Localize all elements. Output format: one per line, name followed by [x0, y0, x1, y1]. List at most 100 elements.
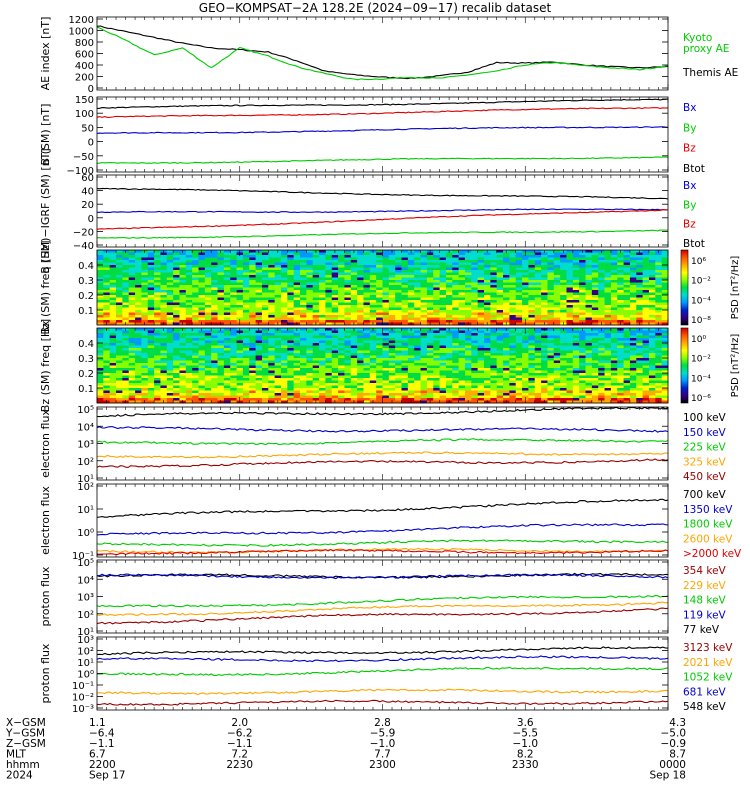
spectrogram-cell [237, 388, 244, 391]
spectrogram-cell [497, 298, 504, 301]
spectrogram-cell [649, 318, 656, 321]
spectrogram-cell [662, 265, 669, 268]
spectrogram-cell [414, 361, 421, 364]
spectrogram-cell [281, 361, 288, 364]
spectrogram-cell [179, 346, 186, 349]
spectrogram-cell [547, 310, 554, 313]
spectrogram-cell [408, 336, 415, 339]
spectrogram-cell [275, 361, 282, 364]
spectrogram-cell [528, 313, 535, 316]
y-tick-label: 0.4 [78, 261, 94, 272]
spectrogram-cell [351, 338, 358, 341]
spectrogram-cell [129, 331, 136, 334]
spectrogram-cell [370, 310, 377, 313]
spectrogram-cell [218, 396, 225, 399]
spectrogram-cell [211, 253, 218, 256]
spectrogram-cell [586, 260, 593, 263]
spectrogram-cell [325, 328, 332, 331]
spectrogram-cell [522, 285, 529, 288]
spectrogram-cell [141, 265, 148, 268]
spectrogram-cell [363, 280, 370, 283]
spectrogram-cell [363, 383, 370, 386]
spectrogram-cell [402, 290, 409, 293]
spectrogram-cell [294, 290, 301, 293]
spectrogram-cell [287, 293, 294, 296]
spectrogram-cell [167, 300, 174, 303]
spectrogram-cell [554, 295, 561, 298]
spectrogram-cell [167, 363, 174, 366]
spectrogram-cell [243, 270, 250, 273]
spectrogram-cell [497, 303, 504, 306]
spectrogram-cell [376, 328, 383, 331]
spectrogram-cell [389, 315, 396, 318]
spectrogram-cell [573, 283, 580, 286]
spectrogram-cell [351, 348, 358, 351]
spectrogram-cell [173, 343, 180, 346]
spectrogram-cell [135, 356, 142, 359]
spectrogram-cell [338, 275, 345, 278]
legend-item: Themis AE [682, 67, 738, 79]
spectrogram-cell [287, 318, 294, 321]
spectrogram-cell [484, 275, 491, 278]
spectrogram-cell [421, 310, 428, 313]
spectrogram-cell [173, 368, 180, 371]
spectrogram-cell [243, 315, 250, 318]
spectrogram-cell [376, 368, 383, 371]
spectrogram-cell [211, 318, 218, 321]
spectrogram-cell [611, 288, 618, 291]
spectrogram-cell [218, 356, 225, 359]
spectrogram-cell [129, 373, 136, 376]
spectrogram-cell [179, 310, 186, 313]
spectrogram-cell [452, 336, 459, 339]
spectrogram-cell [224, 295, 231, 298]
spectrogram-cell [655, 308, 662, 311]
spectrogram-cell [617, 288, 624, 291]
spectrogram-cell [313, 341, 320, 344]
spectrogram-cell [351, 318, 358, 321]
spectrogram-cell [319, 255, 326, 258]
spectrogram-cell [154, 305, 161, 308]
spectrogram-cell [541, 305, 548, 308]
spectrogram-cell [421, 275, 428, 278]
spectrogram-cell [294, 308, 301, 311]
spectrogram-cell [97, 378, 104, 381]
spectrogram-cell [440, 358, 447, 361]
spectrogram-cell [427, 258, 434, 261]
spectrogram-cell [338, 295, 345, 298]
spectrogram-cell [421, 388, 428, 391]
spectrogram-cell [643, 250, 650, 253]
spectrogram-cell [465, 283, 472, 286]
spectrogram-cell [421, 341, 428, 344]
spectrogram-cell [332, 278, 339, 281]
spectrogram-cell [141, 336, 148, 339]
spectrogram-cell [338, 398, 345, 401]
spectrogram-cell [509, 250, 516, 253]
spectrogram-cell [192, 388, 199, 391]
spectrogram-cell [655, 300, 662, 303]
spectrogram-cell [262, 333, 269, 336]
spectrogram-cell [363, 300, 370, 303]
spectrogram-cell [294, 278, 301, 281]
spectrogram-cell [547, 253, 554, 256]
spectrogram-cell [186, 258, 193, 261]
spectrogram-cell [541, 275, 548, 278]
spectrogram-cell [478, 285, 485, 288]
spectrogram-cell [579, 270, 586, 273]
spectrogram-cell [497, 310, 504, 313]
spectrogram-cell [573, 290, 580, 293]
spectrogram-cell [218, 338, 225, 341]
spectrogram-cell [344, 358, 351, 361]
spectrogram-cell [205, 388, 212, 391]
spectrogram-cell [344, 283, 351, 286]
spectrogram-cell [421, 318, 428, 321]
spectrogram-cell [636, 295, 643, 298]
spectrogram-cell [522, 293, 529, 296]
spectrogram-cell [141, 285, 148, 288]
spectrogram-cell [186, 255, 193, 258]
spectrogram-cell [446, 391, 453, 394]
spectrogram-cell [402, 351, 409, 354]
spectrogram-cell [287, 378, 294, 381]
spectrogram-cell [319, 310, 326, 313]
spectrogram-cell [97, 258, 104, 261]
spectrogram-cell [313, 258, 320, 261]
